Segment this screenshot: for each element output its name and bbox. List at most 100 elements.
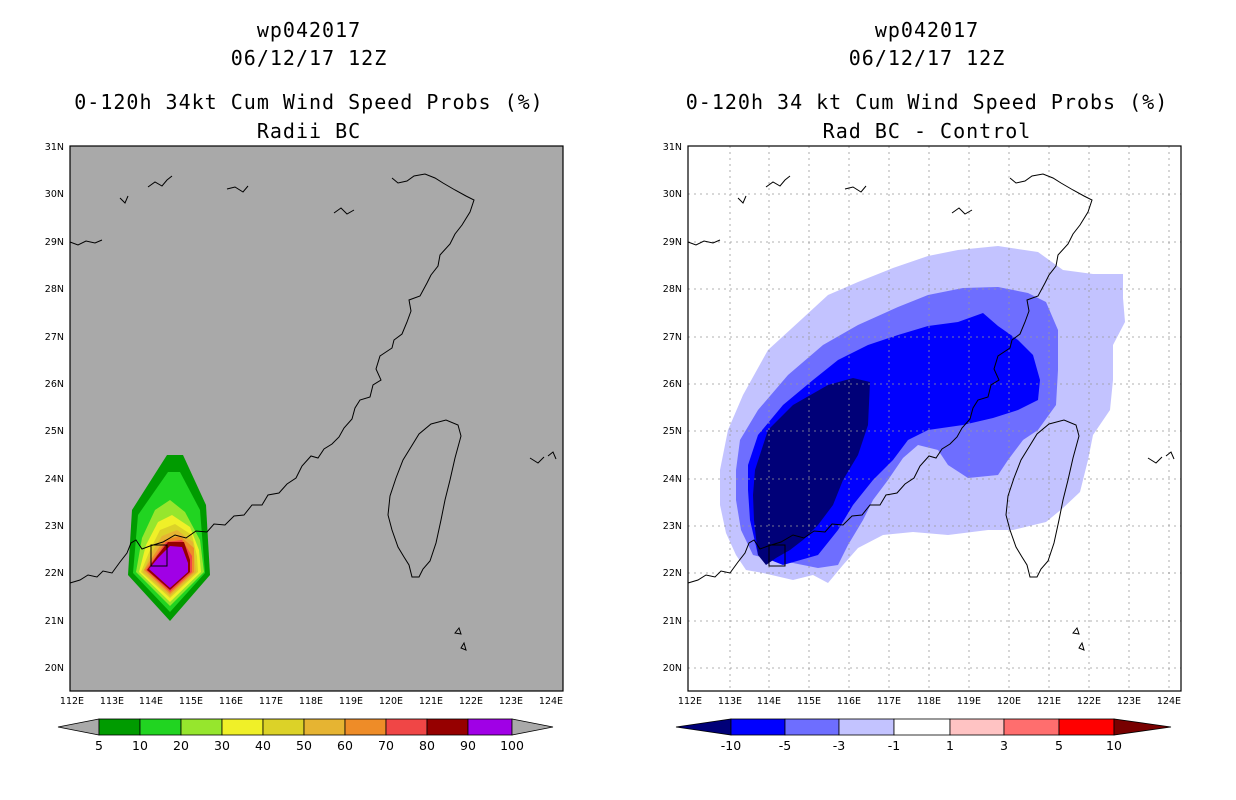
- colorbar-swatch: [467, 718, 513, 736]
- left-title-product: 0-120h 34kt Cum Wind Speed Probs (%): [74, 90, 544, 114]
- lon-label: 115E: [179, 696, 203, 707]
- colorbar-label: 30: [214, 738, 230, 753]
- colorbar-label: 1: [946, 738, 954, 753]
- colorbar-label: -10: [721, 738, 741, 753]
- right-lat-labels: 20N 21N 22N 23N 24N 25N 26N 27N 28N 29N …: [663, 142, 682, 674]
- left-probability-field: [128, 455, 210, 621]
- colorbar-swatch: [426, 718, 469, 736]
- lat-label: 21N: [663, 616, 682, 627]
- colorbar-swatch: [1003, 718, 1060, 736]
- lon-label: 118E: [917, 696, 941, 707]
- colorbar-swatch: [262, 718, 305, 736]
- lat-label: 29N: [45, 237, 64, 248]
- lat-label: 22N: [45, 568, 64, 579]
- lon-label: 121E: [1037, 696, 1061, 707]
- lon-label: 124E: [539, 696, 563, 707]
- island-south: [454, 626, 467, 651]
- lat-label: 28N: [45, 284, 64, 295]
- lat-label: 23N: [663, 521, 682, 532]
- right-map: 20N 21N 22N 23N 24N 25N 26N 27N 28N 29N …: [663, 142, 1182, 753]
- colorbar-swatch: [180, 718, 223, 736]
- left-lon-labels: 112E 113E 114E 115E 116E 117E 118E 119E …: [60, 696, 563, 707]
- lat-label: 23N: [45, 521, 64, 532]
- lon-label: 117E: [877, 696, 901, 707]
- hainan-islands: [69, 175, 557, 464]
- colorbar-swatch: [893, 718, 951, 736]
- lon-label: 113E: [100, 696, 124, 707]
- left-colorbar: 5 10 20 30 40 50 60 70 80 90 100: [57, 718, 554, 753]
- colorbar-label: 3: [1000, 738, 1008, 753]
- lon-label: 123E: [1117, 696, 1141, 707]
- colorbar-swatch: [221, 718, 264, 736]
- right-panel: wp042017 06/12/17 12Z 0-120h 34 kt Cum W…: [618, 0, 1236, 800]
- left-map-frame: [69, 145, 564, 692]
- right-title-date: 06/12/17 12Z: [848, 46, 1006, 70]
- lat-label: 25N: [45, 426, 64, 437]
- lat-label: 31N: [45, 142, 64, 153]
- colorbar-swatch: [344, 718, 387, 736]
- colorbar-end-right: [511, 718, 554, 736]
- colorbar-label: 70: [378, 738, 394, 753]
- right-title-id: wp042017: [874, 18, 980, 42]
- colorbar-label: -1: [888, 738, 900, 753]
- colorbar-label: 5: [95, 738, 103, 753]
- lat-label: 30N: [45, 189, 64, 200]
- right-grid: [688, 146, 1181, 691]
- lon-label: 116E: [837, 696, 861, 707]
- taiwan: [387, 419, 462, 578]
- lon-label: 122E: [1077, 696, 1101, 707]
- colorbar-swatch: [949, 718, 1005, 736]
- left-panel: wp042017 06/12/17 12Z 0-120h 34kt Cum Wi…: [45, 18, 564, 753]
- colorbar-label: -5: [779, 738, 791, 753]
- lon-label: 115E: [797, 696, 821, 707]
- diff-minus10: [753, 378, 870, 565]
- lon-label: 113E: [718, 696, 742, 707]
- lon-label: 116E: [219, 696, 243, 707]
- colorbar-swatch: [730, 718, 786, 736]
- left-coastlines: [69, 173, 557, 651]
- lat-label: 31N: [663, 142, 682, 153]
- right-coastlines: [687, 173, 1175, 651]
- colorbar-label: 80: [419, 738, 435, 753]
- right-colorbar: -10 -5 -3 -1 1 3 5 10: [675, 718, 1172, 753]
- lon-label: 121E: [419, 696, 443, 707]
- lat-label: 22N: [663, 568, 682, 579]
- lat-label: 24N: [663, 474, 682, 485]
- right-map-frame: [687, 145, 1182, 692]
- hong-kong-box: [150, 544, 168, 567]
- colorbar-swatch: [838, 718, 895, 736]
- lon-label: 114E: [139, 696, 163, 707]
- lon-label: 112E: [678, 696, 702, 707]
- colorbar-label: -3: [833, 738, 845, 753]
- lat-label: 21N: [45, 616, 64, 627]
- colorbar-swatch: [303, 718, 346, 736]
- lon-label: 120E: [379, 696, 403, 707]
- colorbar-label: 50: [296, 738, 312, 753]
- left-map: 20N 21N 22N 23N 24N 25N 26N 27N 28N 29N …: [45, 142, 564, 753]
- lat-label: 26N: [663, 379, 682, 390]
- lon-label: 114E: [757, 696, 781, 707]
- left-title-id: wp042017: [256, 18, 362, 42]
- colorbar-swatch: [385, 718, 428, 736]
- taiwan: [1005, 419, 1080, 578]
- lat-label: 24N: [45, 474, 64, 485]
- lon-label: 124E: [1157, 696, 1181, 707]
- left-title-subtitle: Radii BC: [256, 119, 362, 143]
- colorbar-label: 90: [460, 738, 476, 753]
- colorbar-label: 60: [337, 738, 353, 753]
- china-coastline: [69, 173, 475, 584]
- right-title-subtitle: Rad BC - Control: [822, 119, 1032, 143]
- lat-label: 20N: [45, 663, 64, 674]
- left-lat-labels: 20N 21N 22N 23N 24N 25N 26N 27N 28N 29N …: [45, 142, 64, 674]
- colorbar-label: 20: [173, 738, 189, 753]
- lon-label: 120E: [997, 696, 1021, 707]
- lat-label: 20N: [663, 663, 682, 674]
- right-lon-labels: 112E 113E 114E 115E 116E 117E 118E 119E …: [678, 696, 1181, 707]
- colorbar-label: 10: [1106, 738, 1122, 753]
- prob-100: [149, 546, 188, 588]
- colorbar-swatch: [98, 718, 141, 736]
- left-map-background: [70, 146, 563, 691]
- china-coastline: [687, 173, 1093, 584]
- lat-label: 27N: [45, 332, 64, 343]
- lat-label: 26N: [45, 379, 64, 390]
